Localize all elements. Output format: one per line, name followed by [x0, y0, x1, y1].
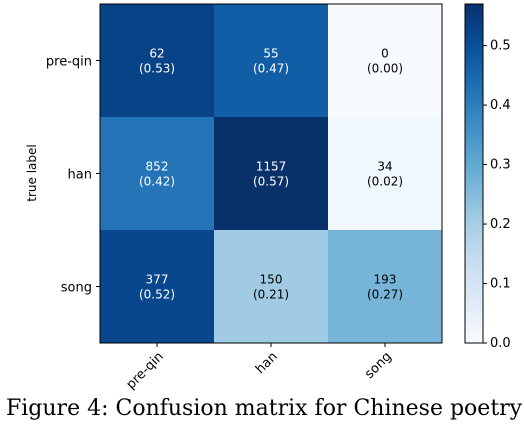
cell-count-label: 193 [374, 273, 397, 287]
cell-ratio-label: (0.52) [139, 288, 175, 302]
cell-ratio-label: (0.47) [253, 62, 289, 76]
figure-caption: Figure 4: Confusion matrix for Chinese p… [6, 396, 524, 421]
x-tick-label: song [362, 349, 395, 382]
y-tick-label: pre-qin [46, 55, 92, 70]
colorbar-tick-label: 0.5 [490, 39, 511, 54]
heatmap-cell [100, 117, 215, 231]
confusion-matrix-chart: 62(0.53)55(0.47)0(0.00)852(0.42)1157(0.5… [25, 3, 511, 392]
colorbar-tick-label: 0.0 [490, 336, 511, 351]
cell-count-label: 0 [381, 47, 389, 61]
x-tick-label: pre-qin [124, 349, 167, 392]
heatmap-cell [328, 4, 443, 118]
cell-count-label: 852 [146, 160, 169, 174]
y-axis-label: true label [25, 144, 39, 201]
colorbar-ticks: 0.0 0.1 0.2 0.3 0.4 0.5 [483, 39, 511, 351]
heatmap-cells [100, 4, 443, 344]
heatmap-cell [214, 4, 329, 118]
colorbar [464, 3, 484, 344]
colorbar-tick-label: 0.4 [490, 98, 511, 113]
colorbar-tick-label: 0.1 [490, 277, 511, 292]
cell-count-label: 55 [263, 47, 278, 61]
cell-count-label: 377 [146, 273, 169, 287]
y-tick-label: han [68, 168, 92, 183]
cell-ratio-label: (0.57) [253, 175, 289, 189]
cell-count-label: 62 [149, 47, 164, 61]
heatmap-cell [328, 117, 443, 231]
cell-ratio-label: (0.21) [253, 288, 289, 302]
y-tick-label: song [61, 281, 92, 296]
cell-count-label: 34 [377, 160, 392, 174]
heatmap-cell [100, 4, 215, 118]
heatmap-cell [214, 117, 329, 231]
heatmap-cell [328, 230, 443, 344]
x-tick-label: han [253, 349, 281, 377]
colorbar-tick-label: 0.2 [490, 217, 511, 232]
cell-ratio-label: (0.02) [367, 175, 403, 189]
cell-count-label: 1157 [256, 160, 287, 174]
y-axis-ticks: pre-qin han song [46, 55, 100, 296]
cell-ratio-label: (0.27) [367, 288, 403, 302]
colorbar-tick-label: 0.3 [490, 158, 511, 173]
cell-ratio-label: (0.00) [367, 62, 403, 76]
heatmap-cell [100, 230, 215, 344]
cell-ratio-label: (0.42) [139, 175, 175, 189]
heatmap-cell [214, 230, 329, 344]
cell-ratio-label: (0.53) [139, 62, 175, 76]
heatmap-cell-labels: 62(0.53)55(0.47)0(0.00)852(0.42)1157(0.5… [139, 47, 403, 302]
cell-count-label: 150 [260, 273, 283, 287]
x-axis-ticks: pre-qin han song [124, 343, 395, 392]
